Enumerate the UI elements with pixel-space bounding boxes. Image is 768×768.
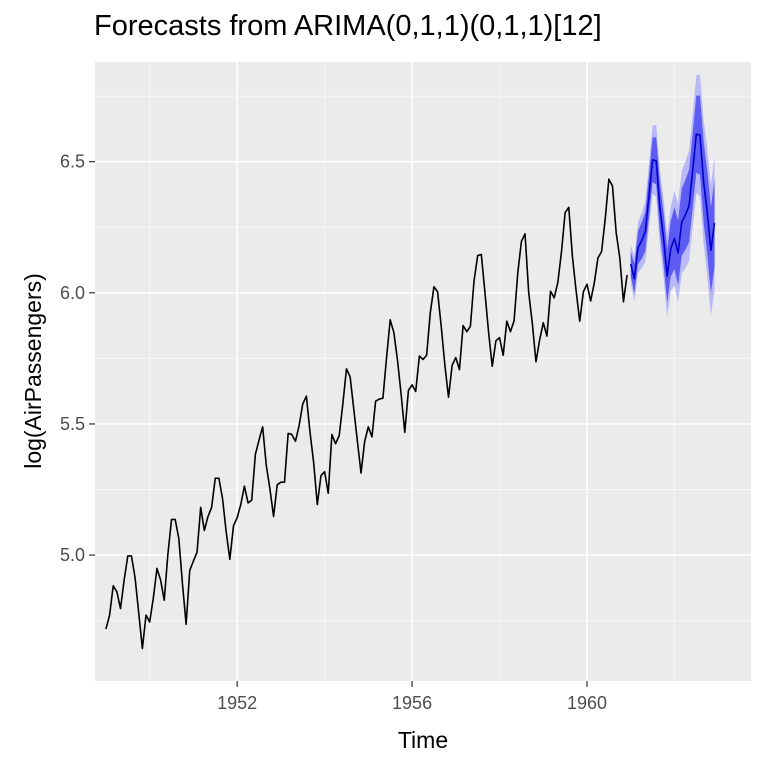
history-line (105, 178, 628, 650)
y-axis-title: log(AirPassengers) (20, 273, 46, 469)
x-axis-title: Time (398, 727, 448, 753)
y-tick-label: 5.0 (60, 545, 85, 565)
prediction-intervals (630, 74, 715, 317)
forecast-line (629, 133, 716, 280)
x-tick-label: 1960 (567, 693, 607, 713)
band-80 (630, 95, 715, 303)
plot-panel (95, 62, 751, 681)
major-gridlines (95, 62, 751, 681)
x-tick-label: 1952 (217, 693, 257, 713)
chart-title: Forecasts from ARIMA(0,1,1)(0,1,1)[12] (94, 10, 602, 42)
axis-ticks: 1952 1956 1960 5.0 5.5 6.0 6.5 (60, 152, 607, 713)
x-tick-label: 1956 (392, 693, 432, 713)
y-tick-label: 5.5 (60, 414, 85, 434)
y-tick-label: 6.5 (60, 152, 85, 172)
y-tick-label: 6.0 (60, 283, 85, 303)
series-lines (105, 133, 716, 650)
